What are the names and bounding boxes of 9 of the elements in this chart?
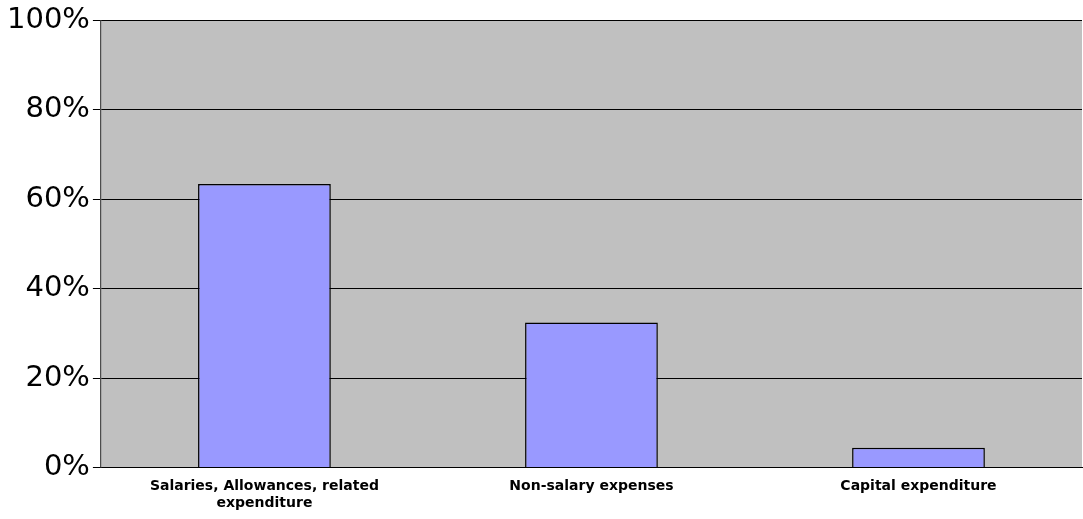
y-tick-label: 100% <box>6 0 90 35</box>
y-tick-label: 80% <box>25 90 90 125</box>
y-tick-label: 60% <box>25 179 90 214</box>
y-tick-label: 40% <box>25 269 90 304</box>
y-tick-label: 20% <box>25 358 90 393</box>
x-tick-label: Non-salary expenses <box>509 477 674 494</box>
x-tick-label: Capital expenditure <box>840 477 997 494</box>
x-tick-label: Salaries, Allowances, related expenditure <box>149 477 379 511</box>
y-tick-label: 0% <box>43 447 90 482</box>
